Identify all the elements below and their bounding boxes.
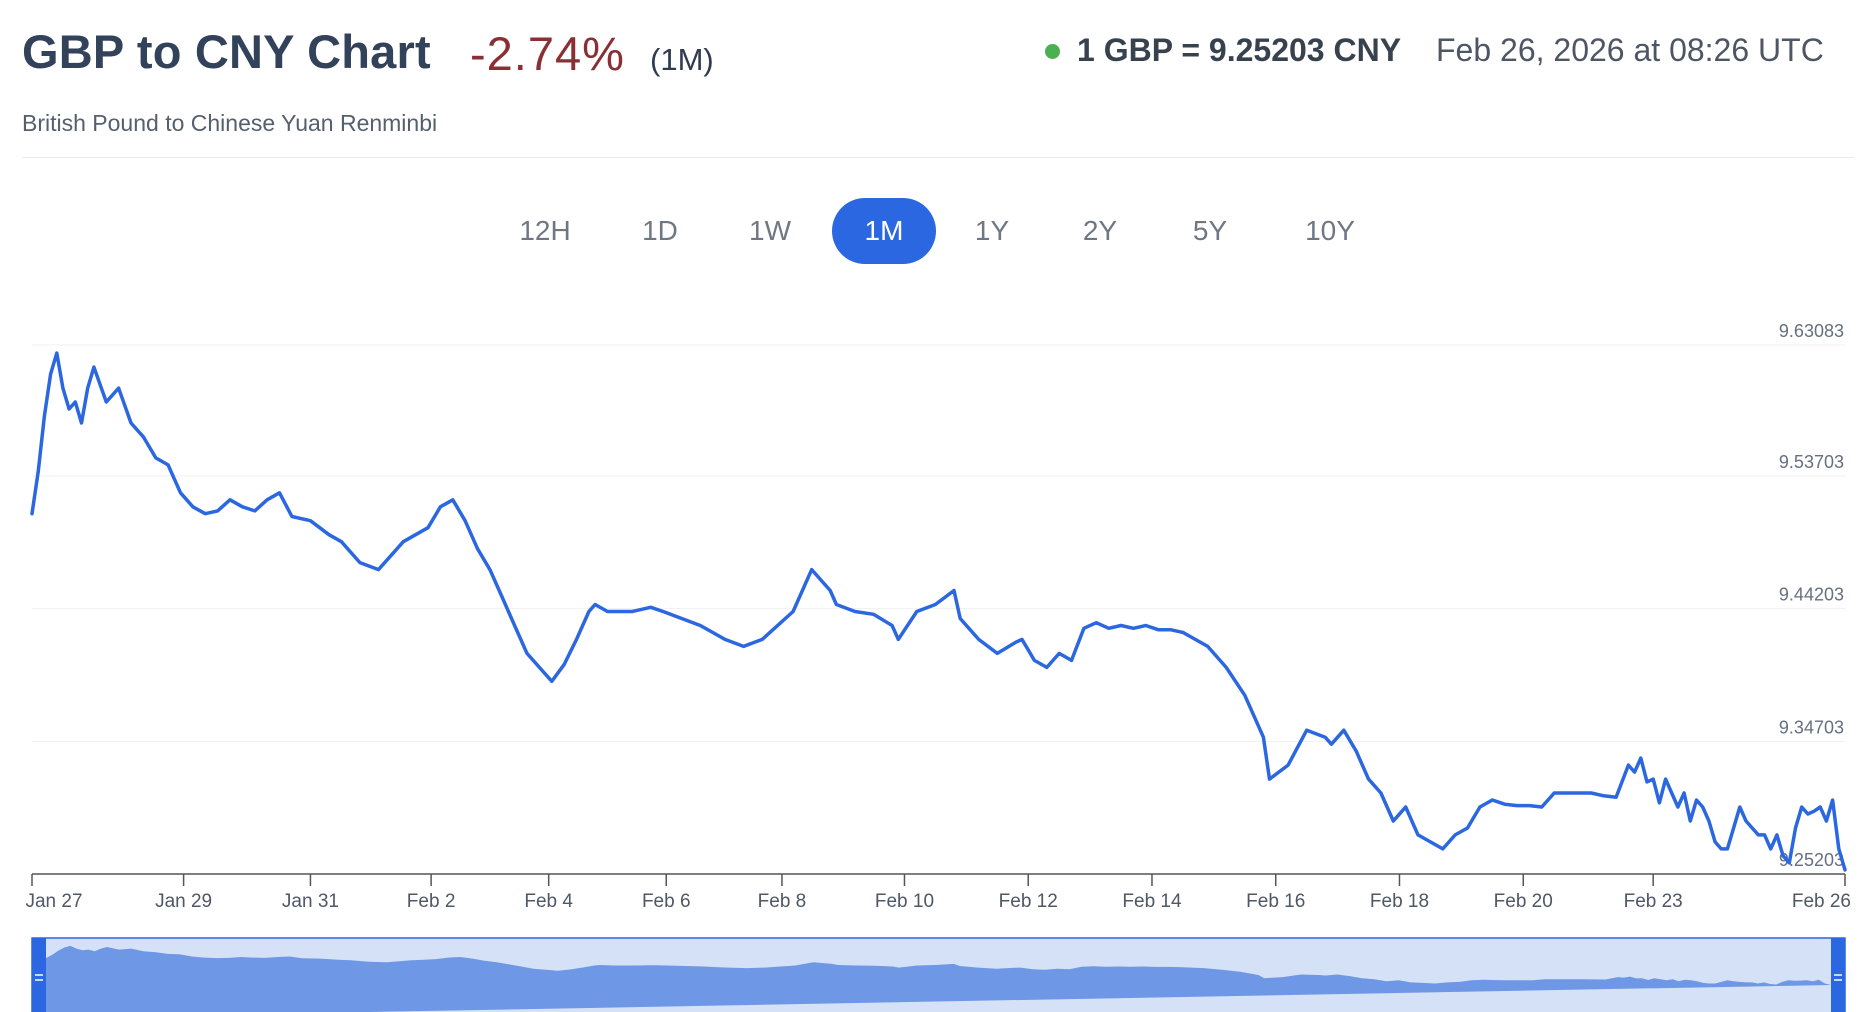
x-tick-label: Feb 18 bbox=[1370, 891, 1429, 912]
tab-1d[interactable]: 1D bbox=[642, 215, 678, 246]
tab-10y[interactable]: 10Y bbox=[1305, 215, 1355, 246]
tab-1w[interactable]: 1W bbox=[749, 215, 791, 246]
period-label: (1M) bbox=[650, 42, 714, 77]
x-tick-label: Feb 26 bbox=[1792, 891, 1851, 912]
x-tick-label: Feb 20 bbox=[1494, 891, 1553, 912]
tab-5y[interactable]: 5Y bbox=[1192, 215, 1228, 246]
current-rate: 1 GBP = 9.25203 CNY bbox=[1077, 32, 1402, 68]
x-tick-label: Feb 2 bbox=[407, 891, 456, 912]
rate-timestamp: Feb 26, 2026 at 08:26 UTC bbox=[1436, 32, 1824, 68]
header-divider bbox=[22, 157, 1854, 158]
y-tick-label: 9.25203 bbox=[1779, 850, 1844, 870]
x-tick-label: Feb 8 bbox=[758, 891, 807, 912]
page-title: GBP to CNY Chart bbox=[22, 25, 431, 78]
x-tick-label: Feb 12 bbox=[999, 891, 1058, 912]
price-chart[interactable]: 9.63083 9.53703 9.44203 9.34703 9.25203 Jan 2… bbox=[0, 300, 1876, 1012]
x-tick-label: Feb 14 bbox=[1122, 891, 1182, 912]
x-tick-label: Feb 23 bbox=[1624, 891, 1683, 912]
series-line bbox=[30, 351, 1847, 872]
navigator-area bbox=[46, 945, 1831, 1012]
x-tick-label: Jan 27 bbox=[25, 891, 82, 912]
x-tick-label: Jan 29 bbox=[155, 891, 212, 912]
tab-12h[interactable]: 12H bbox=[519, 215, 571, 246]
y-tick-label: 9.63083 bbox=[1779, 321, 1844, 341]
x-tick-label: Feb 10 bbox=[875, 891, 934, 912]
timeframe-tabs: 12H 1D 1W 1M 1Y 2Y 5Y 10Y bbox=[0, 198, 1876, 264]
x-tick-label: Jan 31 bbox=[282, 891, 339, 912]
y-tick-label: 9.34703 bbox=[1779, 717, 1844, 737]
tab-1y[interactable]: 1Y bbox=[974, 215, 1010, 246]
tab-1m[interactable]: 1M bbox=[832, 198, 936, 264]
y-tick-label: 9.53703 bbox=[1779, 452, 1844, 472]
y-tick-label: 9.44203 bbox=[1779, 585, 1844, 605]
x-tick-label: Feb 4 bbox=[524, 891, 573, 912]
x-tick-label: Feb 16 bbox=[1246, 891, 1305, 912]
percent-change: -2.74% bbox=[470, 27, 625, 80]
x-tick-label: Feb 6 bbox=[642, 891, 691, 912]
currency-pair-subtitle: British Pound to Chinese Yuan Renminbi bbox=[22, 110, 438, 136]
live-status-icon bbox=[1045, 44, 1060, 59]
tab-2y[interactable]: 2Y bbox=[1082, 215, 1118, 246]
